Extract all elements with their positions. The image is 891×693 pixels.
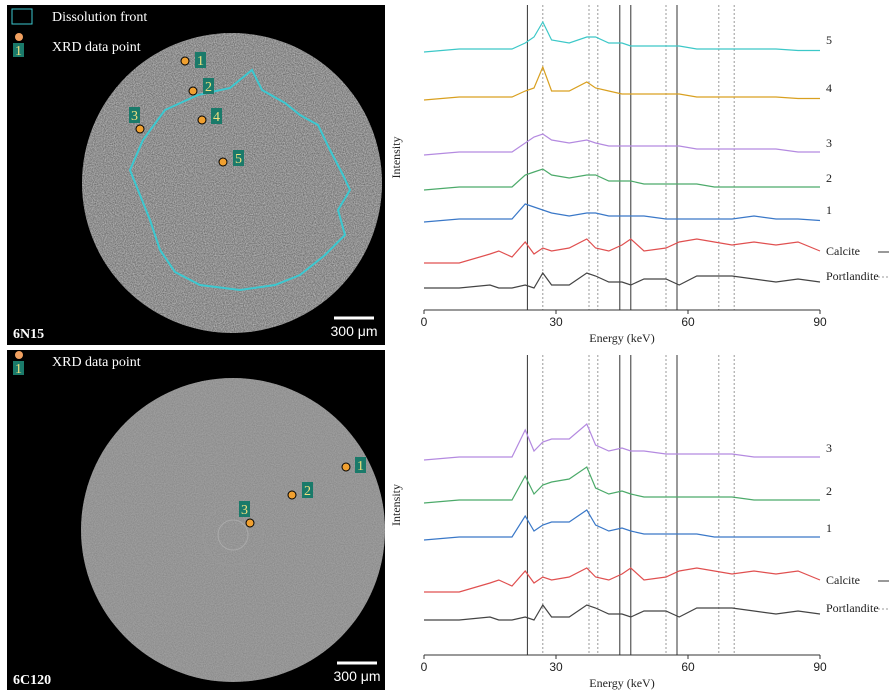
spectrum [423, 168, 820, 191]
legend-num-box [13, 43, 24, 57]
dissolution-front [128, 68, 352, 292]
series-label: 2 [826, 484, 832, 498]
scale-label: 300 μm [334, 668, 381, 684]
spectrum [423, 423, 820, 461]
series-label: 5 [826, 33, 832, 47]
x-tick-label: 90 [813, 315, 827, 329]
series-label: Portlandite [826, 601, 879, 615]
xrd-point [188, 86, 198, 96]
y-axis-label: Intensity [389, 137, 403, 179]
series-label: Calcite [826, 573, 860, 587]
legend-text: Dissolution front [52, 10, 147, 25]
series-label: 1 [826, 521, 832, 535]
spectrum [423, 509, 820, 541]
scale-label: 300 μm [331, 323, 378, 339]
spectrum [424, 238, 821, 264]
sample-label: 6N15 [13, 327, 44, 342]
point-label: 1 [357, 459, 364, 474]
spectrum [423, 65, 820, 101]
point-label: 2 [205, 80, 212, 95]
legend-text: XRD data point [52, 355, 141, 370]
x-tick-label: 0 [421, 315, 428, 329]
point-label-box [203, 78, 214, 94]
x-tick-label: 30 [549, 660, 563, 674]
point-label: 3 [241, 503, 248, 518]
x-tick-label: 0 [421, 660, 428, 674]
xrd-point [218, 157, 228, 167]
x-tick-label: 60 [681, 315, 695, 329]
legend-num-box [13, 361, 24, 375]
point-label-box [239, 501, 250, 517]
spectrum [424, 567, 821, 593]
point-label: 4 [213, 110, 220, 125]
legend-dot [15, 351, 23, 359]
point-label-box [195, 52, 206, 68]
spectrum [423, 203, 821, 223]
x-tick-label: 30 [549, 315, 563, 329]
xrd-point [135, 124, 145, 134]
point-label-box [211, 108, 222, 124]
xrd-point [197, 115, 207, 125]
x-axis-label: Energy (keV) [589, 331, 654, 345]
x-axis-label: Energy (keV) [589, 676, 654, 690]
y-axis-label: Intensity [389, 484, 403, 526]
sample-label: 6C120 [13, 673, 51, 688]
legend-dot [15, 33, 23, 41]
point-label-box [233, 150, 244, 166]
legend-icon-text: 1 [15, 362, 22, 377]
legend-text: XRD data point [52, 40, 141, 55]
series-label: 1 [826, 203, 832, 217]
spectrum [423, 133, 820, 156]
sample-texture [81, 378, 385, 682]
legend-icon-text: 1 [15, 44, 22, 59]
series-label: 4 [826, 81, 832, 95]
series-label: 2 [826, 171, 832, 185]
ring-artifact [202, 504, 264, 566]
series-label: Portlandite [826, 269, 879, 283]
point-label-box [355, 457, 366, 473]
spectrum [423, 20, 820, 53]
point-label: 5 [235, 152, 242, 167]
xrd-point [287, 490, 297, 500]
point-label-box [129, 107, 140, 123]
x-tick-label: 90 [813, 660, 827, 674]
point-label: 1 [197, 54, 204, 69]
legend-box-icon [11, 8, 33, 25]
ring-artifact [217, 519, 249, 551]
x-tick-label: 60 [681, 660, 695, 674]
point-label-box [302, 482, 313, 498]
spectrum [423, 466, 820, 504]
series-label: 3 [826, 441, 832, 455]
point-label: 2 [304, 484, 311, 499]
spectrum [424, 271, 821, 289]
spectrum [424, 603, 821, 621]
xrd-point [341, 462, 351, 472]
sample-texture [82, 33, 382, 333]
series-label: Calcite [826, 244, 860, 258]
xrd-point [245, 518, 255, 528]
xrd-point [180, 56, 190, 66]
point-label: 3 [131, 109, 138, 124]
series-label: 3 [826, 136, 832, 150]
